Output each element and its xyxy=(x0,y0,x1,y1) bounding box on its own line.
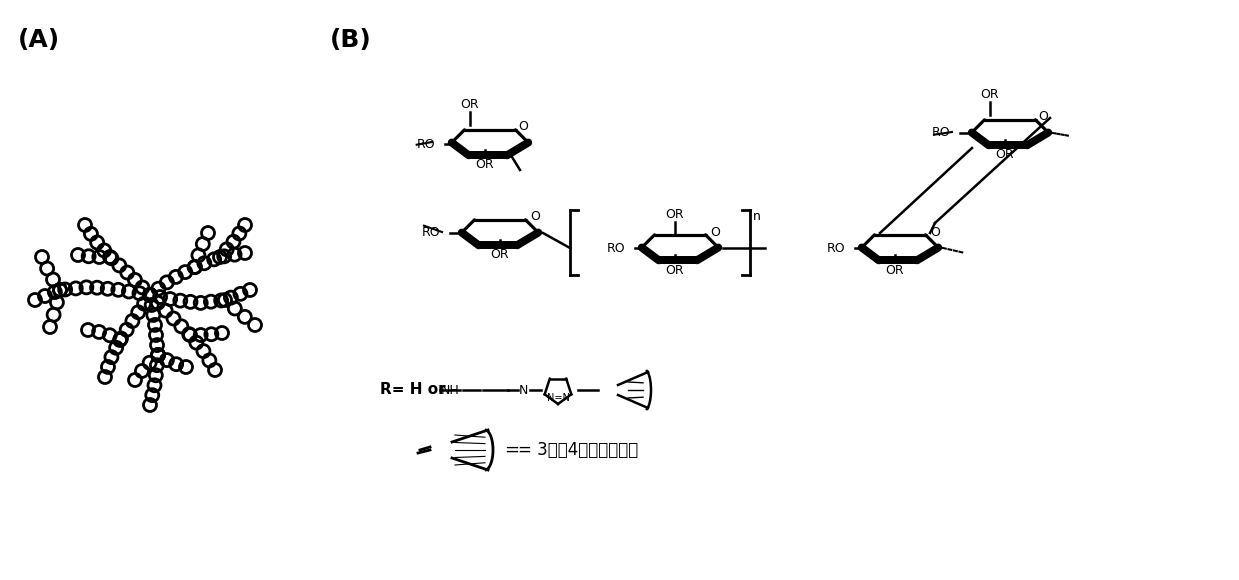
Text: n: n xyxy=(753,210,761,223)
Text: N=N: N=N xyxy=(546,393,570,403)
Text: O: O xyxy=(930,226,940,238)
Text: O: O xyxy=(710,226,720,238)
Text: OR: OR xyxy=(461,99,479,111)
Text: = 3代或4代聚酰胺－胺: = 3代或4代聚酰胺－胺 xyxy=(518,441,638,459)
Text: OR: OR xyxy=(981,89,1000,101)
Text: O: O xyxy=(1038,111,1048,124)
Text: N: N xyxy=(518,383,528,397)
Text: RO: RO xyxy=(416,139,435,151)
Text: OR: OR xyxy=(665,263,684,277)
Text: =: = xyxy=(506,441,525,459)
Text: RO: RO xyxy=(421,227,440,240)
Text: (B): (B) xyxy=(330,28,372,52)
Text: OR: OR xyxy=(886,263,904,277)
Text: R= H or: R= H or xyxy=(380,382,446,397)
Text: OR: OR xyxy=(996,148,1015,161)
Text: RO: RO xyxy=(826,241,845,255)
Text: O: O xyxy=(518,121,528,133)
Text: RO: RO xyxy=(606,241,624,255)
Text: RO: RO xyxy=(932,126,950,140)
Text: O: O xyxy=(530,211,540,223)
Text: OR: OR xyxy=(491,248,509,262)
Text: (A): (A) xyxy=(19,28,61,52)
Text: OR: OR xyxy=(665,208,684,222)
Text: NH: NH xyxy=(441,383,460,397)
Text: OR: OR xyxy=(476,158,494,172)
